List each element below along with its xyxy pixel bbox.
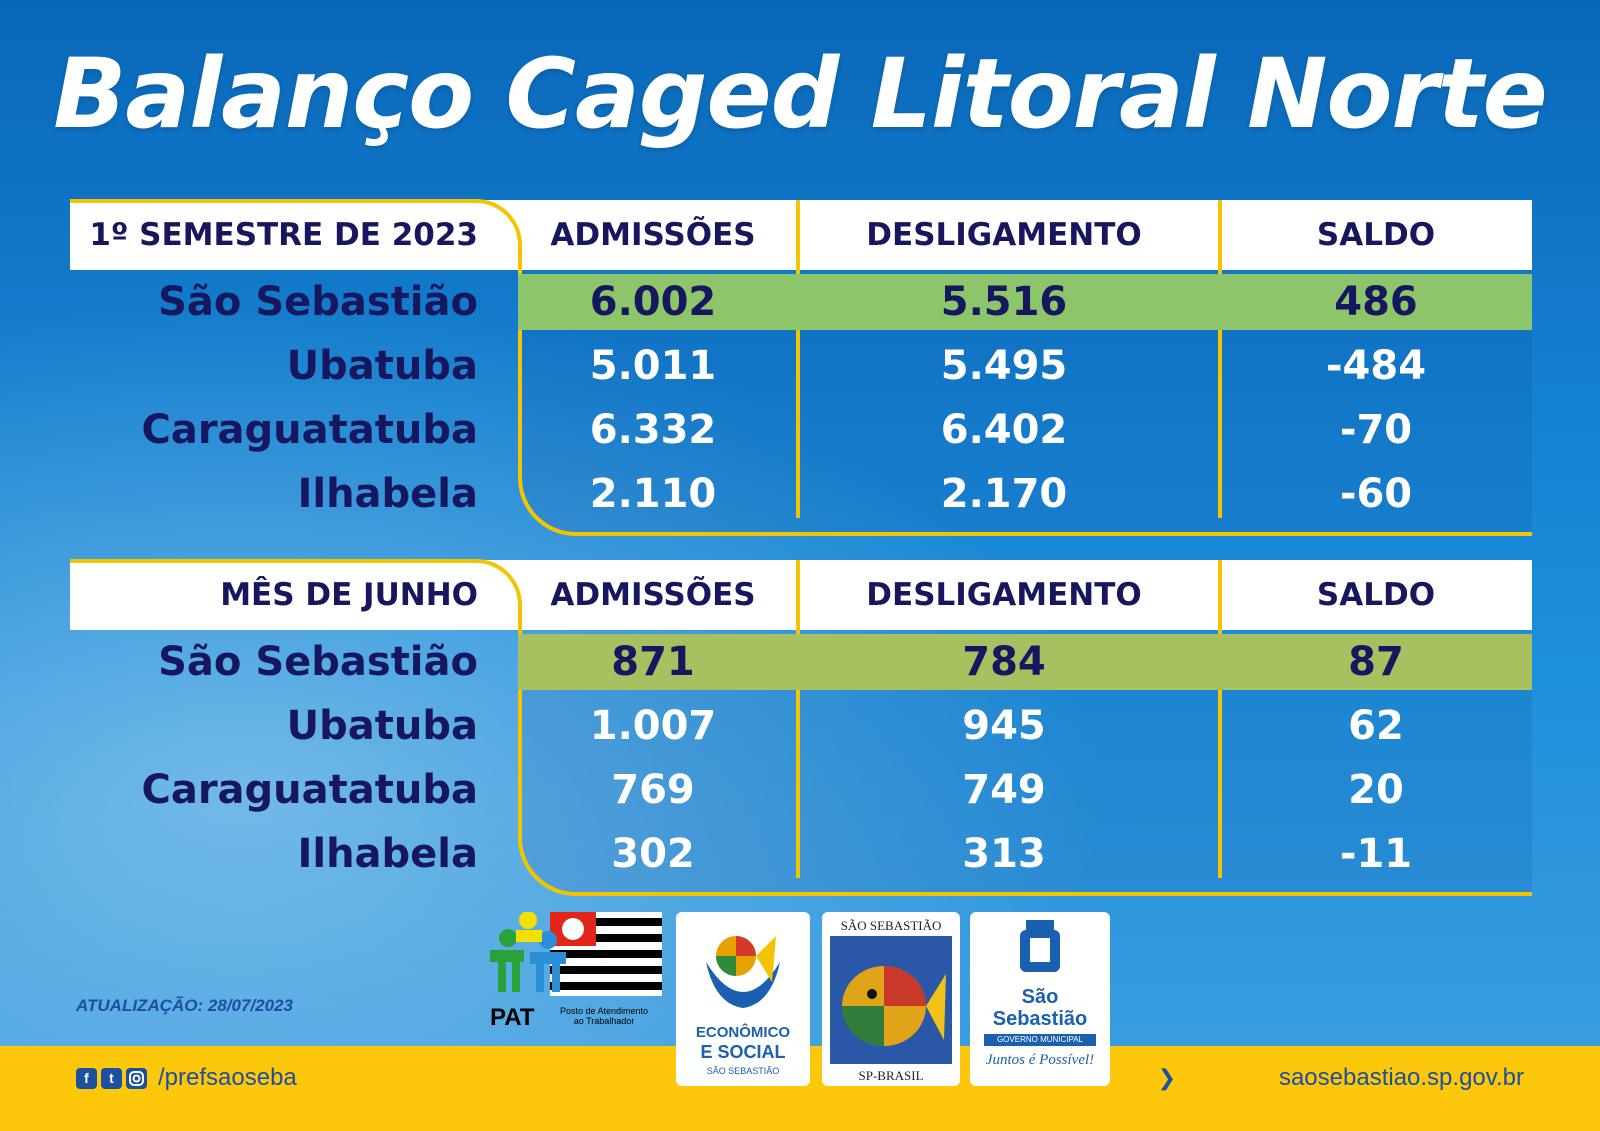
fish-bottom-text: SP-BRASIL xyxy=(858,1068,924,1083)
prefeitura-line1: São xyxy=(1021,986,1059,1008)
value-admissoes: 302 xyxy=(611,831,695,877)
table-header: MÊS DE JUNHO ADMISSÕES DESLIGAMENTO SALD… xyxy=(70,560,1532,630)
pat-subtitle: Posto de Atendimento ao Trabalhador xyxy=(559,1006,649,1026)
value-saldo: 62 xyxy=(1348,703,1404,749)
prefeitura-line2: Sebastião xyxy=(992,1008,1088,1030)
divider xyxy=(796,200,800,518)
city-name: São Sebastião xyxy=(158,639,478,685)
value-desligamento: 5.516 xyxy=(940,279,1068,325)
table-row: São Sebastião 871 784 87 xyxy=(70,630,1532,694)
table-row: Ilhabela 302 313 -11 xyxy=(70,822,1532,886)
row-highlight xyxy=(518,274,1532,330)
divider xyxy=(70,199,480,203)
col-desligamento: DESLIGAMENTO xyxy=(866,577,1142,613)
value-admissoes: 6.332 xyxy=(589,407,717,453)
fish-art-icon xyxy=(830,936,952,1064)
prefeitura-logo: São Sebastião GOVERNO MUNICIPAL Juntos é… xyxy=(970,912,1110,1086)
social-handle[interactable]: /prefsaoseba xyxy=(158,1064,297,1091)
divider xyxy=(70,559,480,563)
value-saldo: -11 xyxy=(1339,831,1413,877)
value-admissoes: 6.002 xyxy=(589,279,717,325)
col-saldo: SALDO xyxy=(1316,217,1436,253)
fish-top-text: SÃO SEBASTIÃO xyxy=(840,918,942,933)
table-row: Ubatuba 1.007 945 62 xyxy=(70,694,1532,758)
value-desligamento: 5.495 xyxy=(940,343,1068,389)
sao-sebastiao-art-logo: SÃO SEBASTIÃO SP-BRASIL xyxy=(822,912,960,1086)
row-highlight xyxy=(518,634,1532,690)
economico-line3: SÃO SEBASTIÃO xyxy=(706,1066,780,1076)
table-header: 1º SEMESTRE DE 2023 ADMISSÕES DESLIGAMEN… xyxy=(70,200,1532,270)
col-saldo: SALDO xyxy=(1316,577,1436,613)
update-date: ATUALIZAÇÃO: 28/07/2023 xyxy=(76,996,293,1015)
fish-hands-icon xyxy=(706,936,780,1008)
city-name: Ilhabela xyxy=(297,831,478,877)
value-admissoes: 871 xyxy=(611,639,695,685)
city-name: Ubatuba xyxy=(286,343,478,389)
table-semester: 1º SEMESTRE DE 2023 ADMISSÕES DESLIGAMEN… xyxy=(70,199,1532,536)
city-name: São Sebastião xyxy=(158,279,478,325)
table-row: Ilhabela 2.110 2.170 -60 xyxy=(70,462,1532,526)
table-row: São Sebastião 6.002 5.516 486 xyxy=(70,270,1532,334)
col-desligamento: DESLIGAMENTO xyxy=(866,217,1142,253)
instagram-icon[interactable] xyxy=(126,1068,147,1089)
divider xyxy=(1218,200,1222,518)
city-name: Ilhabela xyxy=(297,471,478,517)
social-icons: f t xyxy=(76,1068,147,1089)
col-admissoes: ADMISSÕES xyxy=(550,217,756,253)
value-desligamento: 313 xyxy=(962,831,1046,877)
website-link[interactable]: saosebastiao.sp.gov.br xyxy=(1278,1064,1524,1091)
table-row: Caraguatatuba 769 749 20 xyxy=(70,758,1532,822)
twitter-icon[interactable]: t xyxy=(101,1068,122,1089)
prefeitura-line3: GOVERNO MUNICIPAL xyxy=(984,1034,1096,1046)
value-desligamento: 784 xyxy=(962,639,1046,685)
table-june: MÊS DE JUNHO ADMISSÕES DESLIGAMENTO SALD… xyxy=(70,559,1532,896)
economico-line1: ECONÔMICO xyxy=(695,1024,791,1041)
section-label: 1º SEMESTRE DE 2023 xyxy=(89,217,478,253)
facebook-icon[interactable]: f xyxy=(76,1068,97,1089)
economico-social-logo: ECONÔMICO E SOCIAL SÃO SEBASTIÃO xyxy=(676,912,810,1086)
city-name: Caraguatatuba xyxy=(141,407,478,453)
value-desligamento: 945 xyxy=(962,703,1046,749)
value-admissoes: 769 xyxy=(611,767,695,813)
city-name: Caraguatatuba xyxy=(141,767,478,813)
value-admissoes: 1.007 xyxy=(589,703,717,749)
value-desligamento: 749 xyxy=(962,767,1046,813)
chevron-right-icon: ❯ xyxy=(1157,1066,1176,1091)
city-name: Ubatuba xyxy=(286,703,478,749)
pat-name: PAT xyxy=(490,1004,535,1031)
economico-line2: E SOCIAL xyxy=(700,1042,786,1062)
value-desligamento: 6.402 xyxy=(940,407,1068,453)
value-saldo: -484 xyxy=(1325,343,1427,389)
divider xyxy=(1218,560,1222,878)
value-admissoes: 2.110 xyxy=(589,471,717,517)
coat-of-arms-icon xyxy=(1020,920,1060,972)
value-saldo: 486 xyxy=(1334,279,1418,325)
value-admissoes: 5.011 xyxy=(589,343,717,389)
value-saldo: -70 xyxy=(1339,407,1413,453)
pat-figures-icon xyxy=(490,911,662,996)
section-label: MÊS DE JUNHO xyxy=(220,577,478,613)
pat-logo: PAT Posto de Atendimento ao Trabalhador xyxy=(490,911,662,1031)
value-saldo: 87 xyxy=(1348,639,1404,685)
value-saldo: 20 xyxy=(1348,767,1404,813)
page-title: Balanço Caged Litoral Norte xyxy=(53,38,1547,150)
value-desligamento: 2.170 xyxy=(940,471,1068,517)
table-row: Caraguatatuba 6.332 6.402 -70 xyxy=(70,398,1532,462)
col-admissoes: ADMISSÕES xyxy=(550,577,756,613)
prefeitura-slogan: Juntos é Possível! xyxy=(985,1052,1095,1068)
value-saldo: -60 xyxy=(1339,471,1413,517)
divider xyxy=(796,560,800,878)
table-row: Ubatuba 5.011 5.495 -484 xyxy=(70,334,1532,398)
